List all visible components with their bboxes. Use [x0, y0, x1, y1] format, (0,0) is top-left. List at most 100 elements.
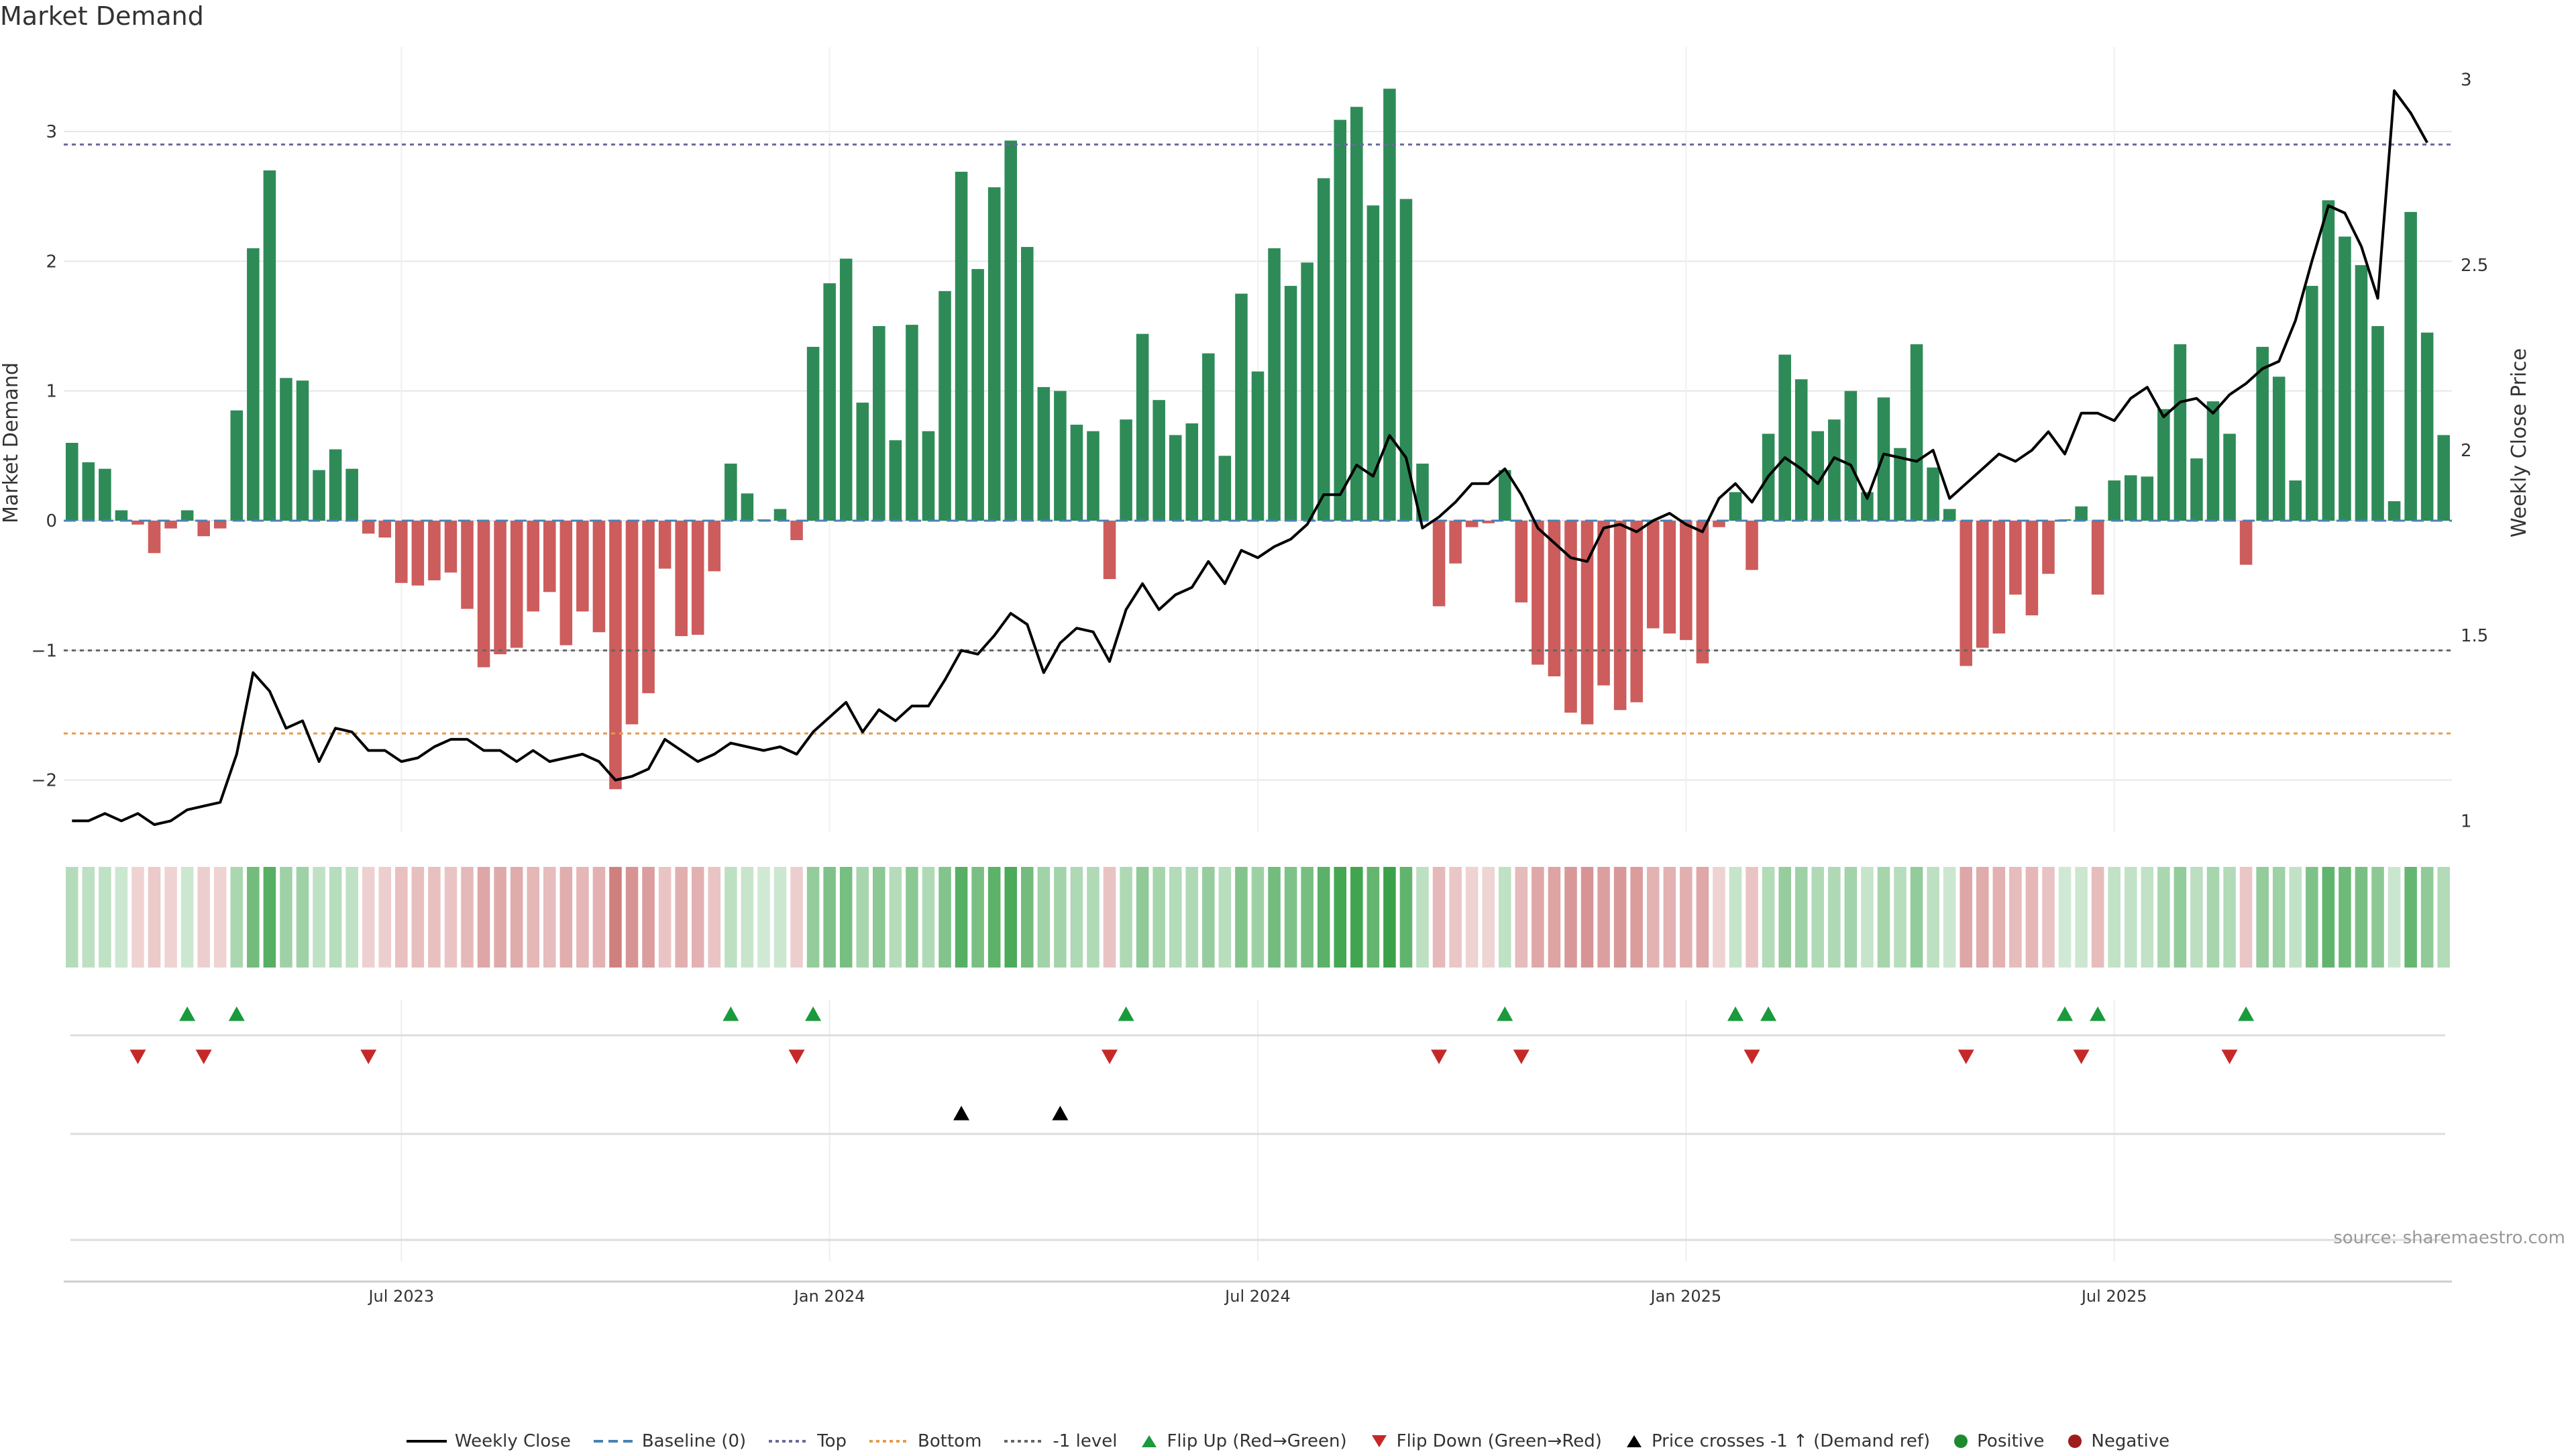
demand-bar: [1185, 423, 1199, 521]
heat-cell: [1713, 867, 1725, 968]
heat-cell: [741, 867, 754, 968]
demand-bar: [1844, 391, 1858, 521]
demand-bar: [1729, 492, 1742, 521]
heat-cell: [1218, 867, 1232, 968]
demand-bar: [873, 326, 885, 521]
heat-cell: [642, 867, 655, 968]
heat-cell: [1251, 867, 1265, 968]
heat-cell: [823, 867, 836, 968]
heat-cell: [263, 867, 276, 968]
demand-bar: [1235, 293, 1248, 521]
heat-cell: [1811, 867, 1825, 968]
heat-cell: [1350, 867, 1363, 968]
heat-cell: [889, 867, 902, 968]
legend-item: Bottom: [869, 1431, 981, 1451]
demand-bar: [1169, 435, 1182, 521]
price-cross-marker: [1052, 1106, 1069, 1121]
demand-bar: [1465, 521, 1479, 527]
legend-item: Flip Up (Red→Green): [1140, 1431, 1347, 1451]
chart-title: Market Demand: [0, 1, 204, 31]
demand-bar: [2141, 476, 2154, 521]
heat-cell: [115, 867, 128, 968]
heat-cell: [1861, 867, 1874, 968]
legend-swatch: [593, 1435, 634, 1448]
legend-swatch: [1370, 1433, 1389, 1449]
heat-cell: [806, 867, 820, 968]
demand-bar: [1564, 521, 1577, 713]
demand-bar: [280, 378, 292, 521]
demand-bar: [263, 170, 276, 521]
demand-bar: [839, 258, 853, 521]
demand-bar: [2091, 521, 2104, 595]
demand-bar: [1877, 397, 1890, 521]
demand-bar: [395, 521, 408, 583]
heat-cell: [1548, 867, 1561, 968]
flip-down-marker: [360, 1049, 377, 1064]
y2-tick-label: 1.5: [2461, 626, 2488, 646]
demand-bar: [180, 510, 194, 521]
legend-swatch: [406, 1435, 447, 1448]
heat-cell: [2108, 867, 2121, 968]
legend-item: Price crosses -1 ↑ (Demand ref): [1625, 1431, 1930, 1451]
demand-bar: [675, 521, 688, 637]
source-credit: source: sharemaestro.com: [2333, 1228, 2565, 1248]
demand-bar: [1087, 431, 1099, 521]
heat-cell: [592, 867, 606, 968]
demand-bar: [955, 171, 968, 521]
heat-cell: [609, 867, 622, 968]
demand-bar: [1943, 509, 1956, 521]
legend-label: Weekly Close: [454, 1431, 571, 1451]
heat-cell: [2157, 867, 2170, 968]
demand-bar: [1383, 89, 1396, 521]
demand-bar: [164, 521, 177, 529]
heat-cell: [247, 867, 260, 968]
demand-bar: [1251, 371, 1265, 521]
legend-swatch: [2067, 1433, 2083, 1449]
demand-bar: [906, 325, 918, 521]
demand-bar: [2289, 480, 2302, 521]
demand-bar: [2256, 346, 2269, 521]
heat-cell: [82, 867, 95, 968]
heat-cell: [1416, 867, 1429, 968]
legend-swatch: [869, 1435, 910, 1448]
demand-bar: [971, 268, 984, 521]
heat-cell: [1564, 867, 1577, 968]
demand-bar: [1366, 205, 1380, 521]
heat-cell: [148, 867, 161, 968]
heat-cell: [2387, 867, 2401, 968]
y-tick-label: −1: [32, 641, 57, 661]
heat-cell: [461, 867, 474, 968]
heat-cell: [477, 867, 490, 968]
heat-cell: [1943, 867, 1956, 968]
heat-cell: [1580, 867, 1594, 968]
flip-up-marker: [805, 1006, 822, 1021]
heat-cell: [1630, 867, 1643, 968]
heat-cell: [296, 867, 309, 968]
heat-cell: [2075, 867, 2088, 968]
demand-bar: [1613, 521, 1627, 711]
flip-up-marker: [2090, 1006, 2106, 1021]
y2-tick-label: 3: [2461, 70, 2472, 91]
heat-cell: [2272, 867, 2286, 968]
demand-bar: [2404, 211, 2417, 521]
demand-bar: [1910, 344, 1923, 521]
legend: Weekly Close Baseline (0) Top Bottom -1 leve…: [0, 1426, 2576, 1456]
heat-cell: [2355, 867, 2368, 968]
demand-bar: [1646, 521, 1660, 629]
heat-cell: [1696, 867, 1709, 968]
demand-bar: [2322, 200, 2335, 521]
heat-cell: [1235, 867, 1248, 968]
heat-cell: [675, 867, 688, 968]
x-tick-label: Jan 2024: [793, 1287, 865, 1306]
heat-cell: [2124, 867, 2137, 968]
heat-cell: [510, 867, 523, 968]
demand-bar: [1070, 424, 1083, 521]
flip-down-marker: [129, 1049, 146, 1064]
heat-cell: [757, 867, 770, 968]
y-tick-label: 1: [46, 382, 57, 402]
demand-bar: [444, 521, 458, 573]
heat-cell: [2190, 867, 2203, 968]
demand-bar: [922, 431, 935, 521]
flip-down-marker: [1957, 1049, 1974, 1064]
legend-swatch: [1625, 1433, 1644, 1449]
